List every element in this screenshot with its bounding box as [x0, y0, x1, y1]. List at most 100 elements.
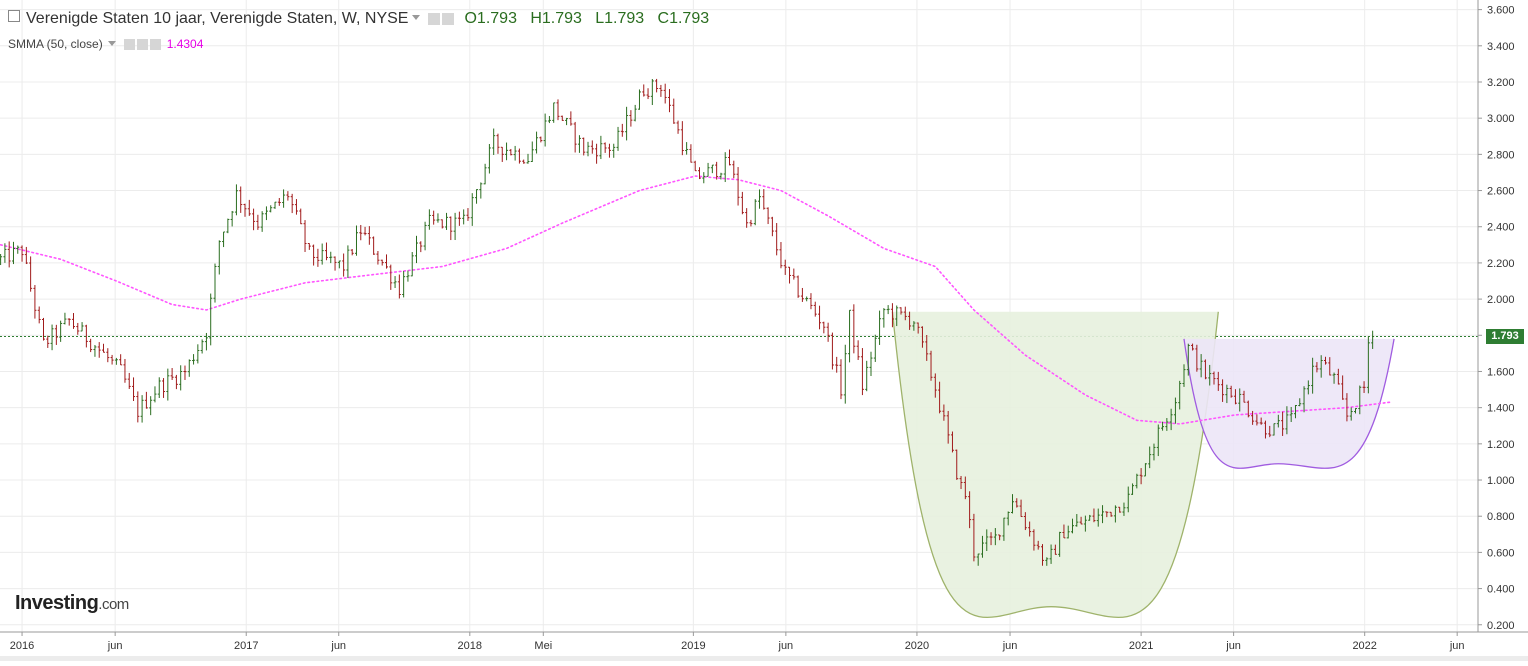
ohlc-bar — [616, 126, 620, 151]
ohlc-bar — [462, 209, 466, 225]
ohlc-bar — [1302, 386, 1306, 413]
ohlc-bar — [11, 241, 15, 265]
ohlc-bar — [320, 243, 324, 265]
chevron-down-icon[interactable] — [107, 41, 116, 46]
ohlc-bar — [655, 78, 659, 93]
ohlc-bar — [706, 162, 710, 177]
settings-icon[interactable] — [442, 13, 455, 25]
x-tick-label: 2017 — [234, 640, 258, 652]
ohlc-bar — [736, 167, 740, 206]
visibility-icon[interactable] — [428, 13, 441, 25]
ohlc-bar — [689, 144, 693, 163]
ohlc-bar — [449, 216, 453, 241]
ohlc-bar — [384, 254, 388, 269]
ohlc-bar — [1298, 398, 1302, 407]
ohlc-bar — [29, 256, 33, 292]
indicator-icons — [123, 39, 161, 53]
ohlc-bar — [865, 360, 869, 392]
ohlc-bar — [16, 245, 20, 254]
ohlc-bar — [470, 193, 474, 226]
ohlc-bar — [432, 210, 436, 225]
ohlc-bar — [1161, 421, 1165, 431]
ohlc-bar — [702, 172, 706, 184]
ohlc-bar — [1156, 424, 1160, 457]
ohlc-bar — [509, 148, 513, 156]
ohlc-bar — [1306, 380, 1310, 395]
ohlc-bar — [835, 356, 839, 373]
x-tick-label: jun — [1002, 640, 1018, 652]
x-tick-label: 2019 — [681, 640, 705, 652]
ohlc-bar — [136, 391, 140, 423]
y-tick-label: 0.200 — [1487, 620, 1515, 632]
collapse-toggle[interactable] — [8, 10, 20, 22]
ohlc-bar — [492, 128, 496, 155]
ohlc-bar — [1148, 446, 1152, 469]
ohlc-bar — [513, 145, 517, 161]
ohlc-bar — [243, 203, 247, 217]
close-icon[interactable] — [149, 39, 161, 50]
ohlc-bar — [968, 491, 972, 529]
ohlc-bar — [299, 208, 303, 225]
ohlc-bar — [637, 89, 641, 110]
ohlc-bar — [680, 121, 684, 156]
ohlc-bar — [732, 160, 736, 179]
ohlc-bar — [878, 310, 882, 345]
ohlc-bar — [556, 99, 560, 121]
price-bars — [0, 78, 1375, 566]
ohlc-bar — [1079, 516, 1083, 525]
ohlc-bar — [41, 317, 45, 341]
ohlc-bar — [650, 78, 654, 106]
y-tick-label: 2.200 — [1487, 258, 1515, 270]
ohlc-bar — [1221, 379, 1225, 402]
ohlc-bar — [307, 242, 311, 250]
ohlc-bar — [1131, 483, 1135, 495]
ohlc-bar — [1126, 486, 1130, 513]
ohlc-bar — [1118, 506, 1122, 513]
ohlc-bar — [1251, 410, 1255, 425]
ohlc-bar — [925, 334, 929, 361]
ohlc-bar — [149, 396, 153, 416]
x-tick-label: jun — [330, 640, 346, 652]
ohlc-bar — [84, 324, 88, 348]
settings-icon[interactable] — [136, 39, 148, 50]
ohlc-bar — [869, 351, 873, 377]
ohlc-bar — [436, 213, 440, 223]
ohlc-bar — [770, 216, 774, 237]
chevron-down-icon[interactable] — [412, 15, 421, 20]
ohlc-bar — [1358, 385, 1362, 415]
ohlc-bar — [1238, 388, 1242, 412]
ohlc-bar — [599, 135, 603, 160]
ohlc-bar — [938, 381, 942, 414]
ohlc-bar — [788, 266, 792, 284]
ohlc-bar — [457, 211, 461, 226]
ohlc-bar — [629, 110, 633, 127]
ohlc-bar — [342, 253, 346, 277]
x-tick-label: jun — [107, 640, 123, 652]
ohlc-bar — [822, 321, 826, 334]
ohlc-bar — [972, 513, 976, 562]
ohlc-bar — [672, 98, 676, 124]
low-value: L1.793 — [595, 10, 645, 27]
ohlc-bar — [174, 374, 178, 390]
ohlc-bar — [54, 324, 58, 345]
ohlc-bar — [196, 344, 200, 364]
ohlc-bar — [775, 223, 779, 256]
ohlc-bar — [247, 199, 251, 216]
open-value: O1.793 — [464, 10, 517, 27]
logo-brand: Investing — [15, 592, 99, 614]
ohlc-bar — [993, 528, 997, 546]
ohlc-bar — [1212, 371, 1216, 385]
ohlc-bar — [487, 143, 491, 174]
ohlc-bar — [1332, 372, 1336, 384]
ohlc-bar — [633, 104, 637, 122]
ohlc-bar — [209, 293, 213, 346]
visibility-icon[interactable] — [123, 39, 135, 50]
ohlc-bar — [753, 199, 757, 226]
ohlc-bar — [697, 167, 701, 180]
ohlc-bar — [363, 226, 367, 236]
ohlc-bar — [667, 89, 671, 113]
ohlc-bar — [1216, 371, 1220, 391]
ohlc-bar — [933, 373, 937, 398]
ohlc-bar — [1195, 344, 1199, 372]
